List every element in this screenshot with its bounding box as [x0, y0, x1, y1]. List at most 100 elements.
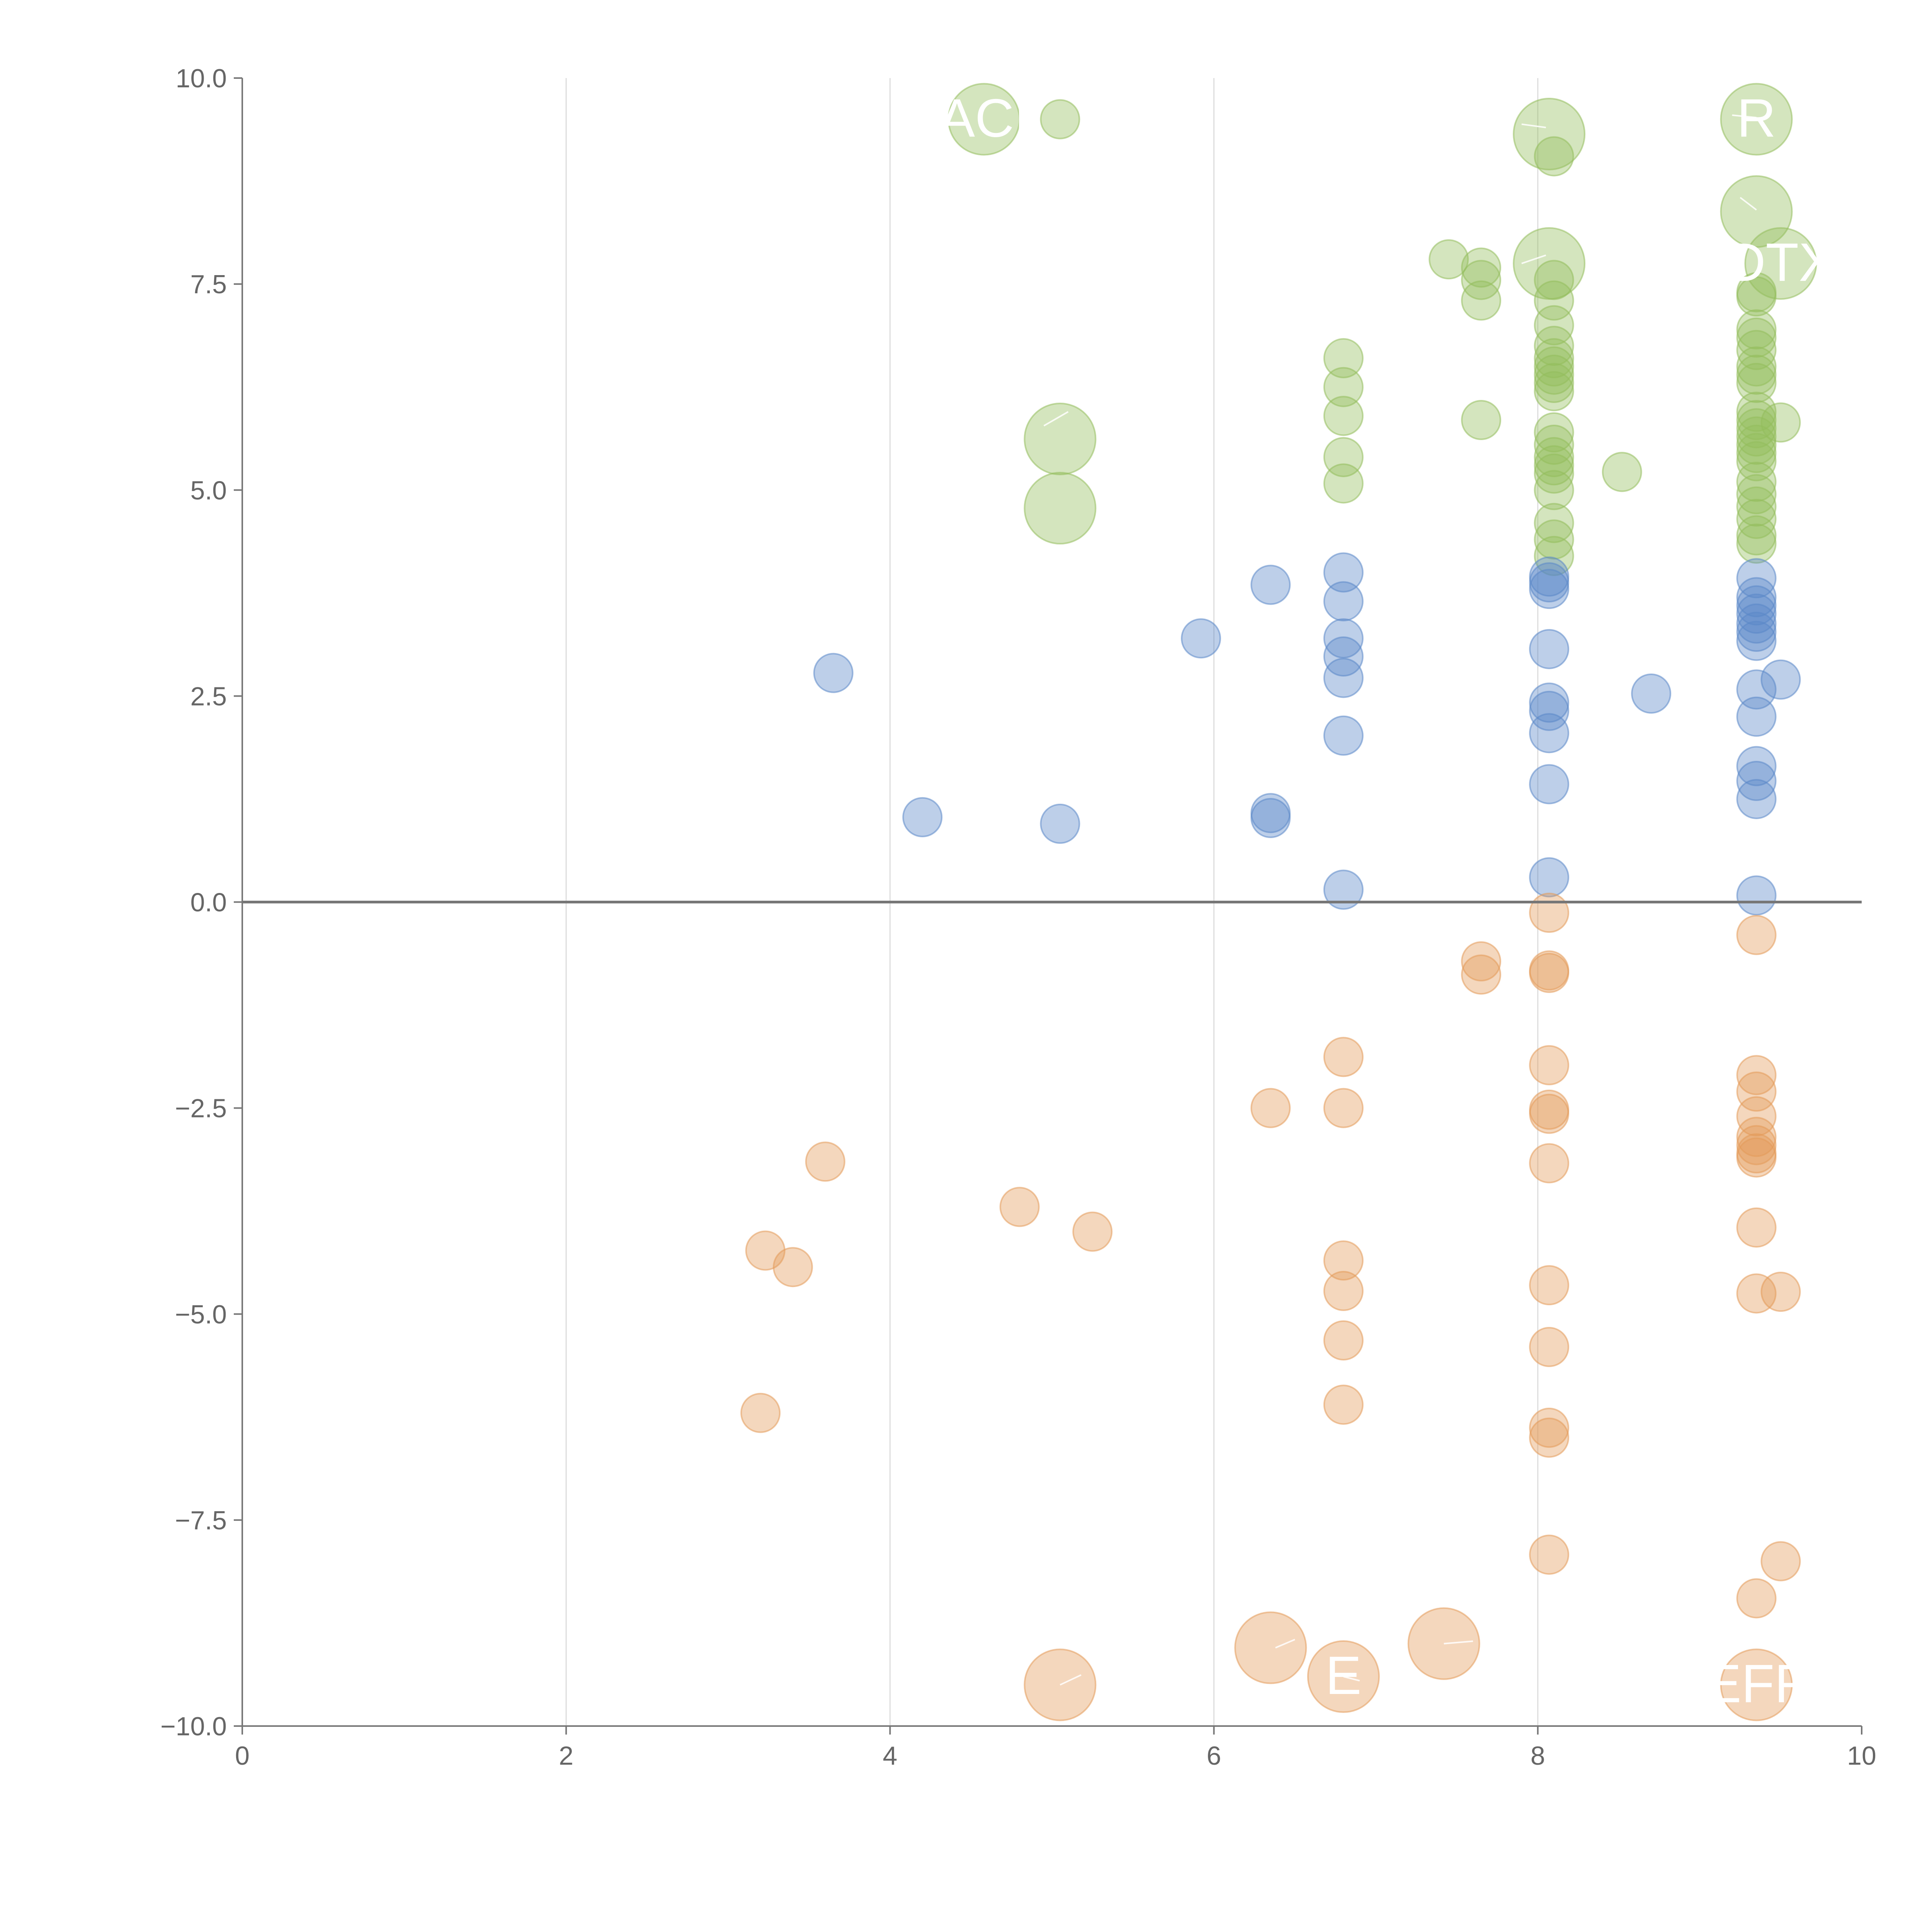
data-point-blue [1736, 761, 1777, 801]
data-point-orange [1529, 1408, 1570, 1448]
data-point-orange [1736, 1273, 1777, 1314]
data-point-blue [1736, 746, 1777, 786]
data-point-orange [1323, 1240, 1364, 1281]
point-annotation: DTX [1726, 232, 1835, 293]
data-point-green [1736, 354, 1777, 395]
data-point-blue [1181, 618, 1221, 659]
data-point-green [1736, 515, 1777, 556]
data-point-green [1461, 280, 1502, 321]
data-point-blue [1736, 621, 1777, 661]
data-point-orange [1323, 1271, 1364, 1311]
y-tick-label: 2.5 [190, 682, 227, 711]
data-point-green [1736, 363, 1777, 403]
data-point-blue [1250, 798, 1291, 838]
data-point-orange [1323, 1320, 1364, 1361]
data-point-blue [1323, 552, 1364, 593]
data-point-orange [1760, 1541, 1801, 1582]
data-point-green [1760, 402, 1801, 443]
data-point-orange [1529, 893, 1570, 933]
data-point-orange [1736, 1207, 1777, 1248]
data-point-orange [772, 1247, 813, 1287]
data-point-green [1736, 433, 1777, 473]
data-point-orange [1234, 1611, 1307, 1684]
data-point-green [1720, 175, 1793, 248]
x-tick-label: 10 [1847, 1741, 1876, 1770]
data-point-blue [813, 653, 854, 693]
data-point-green [1534, 453, 1574, 494]
data-point-green [1534, 305, 1574, 345]
data-point-green [1323, 338, 1364, 379]
data-point-blue [1736, 612, 1777, 652]
data-point-orange [1323, 1384, 1364, 1425]
data-point-orange [1736, 1055, 1777, 1095]
y-tick-label: −2.5 [175, 1094, 227, 1123]
data-point-green [1736, 461, 1777, 502]
data-point-orange [1323, 1088, 1364, 1128]
data-point-green [1736, 474, 1777, 514]
data-point-green [1024, 403, 1097, 476]
x-tick-label: 0 [235, 1741, 250, 1770]
annotation-connector [1060, 1674, 1082, 1686]
y-tick-label: 5.0 [190, 476, 227, 505]
data-point-green [1534, 338, 1574, 379]
data-point-blue [1323, 581, 1364, 622]
data-point-green [1534, 354, 1574, 395]
data-point-orange [1529, 1094, 1570, 1134]
y-tick-label: −5.0 [175, 1300, 227, 1329]
data-point-orange [1736, 1578, 1777, 1619]
data-point-green [1461, 247, 1502, 288]
data-point-green [1736, 276, 1777, 317]
data-point-green [1513, 227, 1586, 300]
data-point-green [1534, 371, 1574, 412]
data-point-orange [1760, 1272, 1801, 1312]
data-point-blue [902, 797, 943, 837]
data-point-blue [1631, 673, 1672, 714]
data-point-orange [1529, 1327, 1570, 1367]
data-point-green [1744, 227, 1817, 300]
data-point-orange [1529, 1045, 1570, 1085]
data-point-green [1323, 463, 1364, 504]
data-point-blue [1736, 875, 1777, 916]
data-point-blue [1736, 779, 1777, 819]
data-point-green [1534, 346, 1574, 387]
data-point-orange [1736, 1125, 1777, 1165]
x-tick-label: 2 [559, 1741, 573, 1770]
data-point-orange [1529, 1143, 1570, 1184]
data-point-green [1720, 83, 1793, 156]
data-point-blue [1736, 696, 1777, 737]
data-point-green [1534, 363, 1574, 403]
data-point-orange [1529, 1417, 1570, 1458]
data-point-orange [1529, 1265, 1570, 1306]
annotation-connector [1740, 197, 1757, 211]
data-point-blue [1323, 618, 1364, 659]
data-point-orange [1323, 1037, 1364, 1077]
data-point-green [1736, 408, 1777, 449]
data-point-green [1513, 98, 1586, 171]
data-point-orange [1736, 1117, 1777, 1157]
data-point-orange [740, 1393, 781, 1433]
data-point-green [1534, 424, 1574, 465]
data-point-orange [1736, 915, 1777, 955]
x-tick-label: 6 [1207, 1741, 1221, 1770]
data-point-blue [1529, 690, 1570, 731]
data-point-green [1534, 280, 1574, 321]
data-point-green [1736, 416, 1777, 457]
data-point-orange [1736, 1096, 1777, 1136]
data-point-green [1323, 367, 1364, 407]
data-point-blue [1323, 715, 1364, 756]
data-point-green [1040, 99, 1080, 139]
data-point-blue [1529, 629, 1570, 669]
data-point-green [1736, 441, 1777, 481]
data-point-blue [1250, 565, 1291, 605]
data-point-green [1602, 452, 1642, 492]
data-point-orange [1529, 1534, 1570, 1575]
data-point-orange [1461, 954, 1502, 995]
data-point-green [1461, 400, 1502, 440]
data-point-green [1323, 396, 1364, 436]
data-point-blue [1760, 659, 1801, 700]
y-tick-label: −7.5 [175, 1506, 227, 1535]
annotation-connector [1732, 114, 1757, 119]
point-annotation: ACI [939, 88, 1029, 148]
data-point-green [1024, 472, 1097, 545]
